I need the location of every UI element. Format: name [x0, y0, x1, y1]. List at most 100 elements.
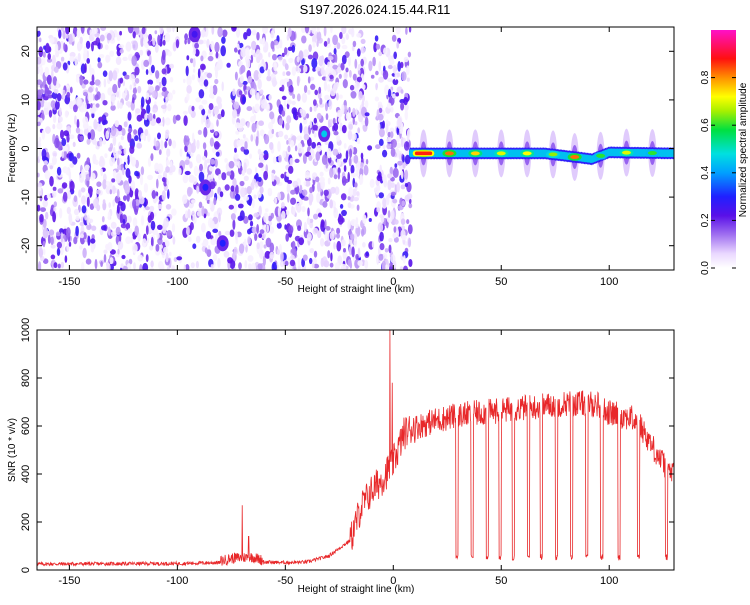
noise-speck: [76, 118, 80, 129]
noise-speck: [272, 156, 277, 164]
noise-speck: [224, 184, 230, 191]
noise-speck: [206, 38, 210, 48]
noise-speck: [212, 84, 218, 96]
noise-speck: [218, 212, 221, 223]
noise-speck: [89, 129, 96, 141]
noise-speck: [340, 62, 345, 71]
noise-speck: [117, 100, 120, 109]
noise-speck: [312, 227, 319, 235]
noise-speck: [243, 148, 250, 155]
noise-speck: [177, 167, 182, 176]
noise-speck: [309, 257, 313, 265]
noise-speck: [53, 262, 58, 269]
noise-speck: [333, 241, 336, 250]
noise-speck: [378, 253, 384, 261]
noise-speck: [348, 156, 352, 167]
noise-speck: [237, 203, 244, 209]
noise-speck: [106, 33, 112, 41]
noise-speck: [183, 115, 188, 126]
noise-speck: [38, 136, 42, 143]
noise-speck: [109, 249, 116, 255]
noise-speck: [251, 226, 257, 234]
noise-speck: [408, 237, 412, 248]
noise-speck: [244, 141, 248, 150]
noise-speck: [282, 71, 286, 76]
noise-speck: [308, 44, 312, 52]
noise-speck: [287, 257, 292, 263]
noise-speck: [246, 106, 253, 112]
noise-speck: [391, 34, 397, 42]
noise-speck: [128, 258, 133, 265]
noise-speck: [69, 180, 75, 192]
noise-speck: [184, 210, 189, 219]
noise-speck: [295, 203, 299, 211]
noise-speck: [316, 112, 322, 120]
noise-speck: [40, 207, 46, 213]
noise-speck: [403, 265, 408, 270]
noise-speck: [109, 189, 113, 195]
noise-speck: [287, 193, 290, 203]
noise-speck: [124, 74, 130, 80]
noise-speck: [327, 55, 334, 61]
spectrogram-xlabel: Height of straight line (km): [298, 284, 415, 295]
noise-speck: [90, 238, 96, 244]
noise-speck: [341, 44, 348, 50]
noise-speck: [132, 31, 136, 39]
y-tick-label: 800: [20, 369, 32, 387]
noise-speck: [246, 86, 251, 91]
noise-speck: [37, 30, 41, 37]
noise-speck: [73, 104, 78, 113]
noise-speck: [214, 158, 218, 168]
noise-speck: [399, 266, 404, 270]
noise-speck: [264, 250, 271, 259]
noise-speck: [235, 27, 241, 38]
noise-speck: [104, 153, 108, 159]
noise-speck: [133, 82, 137, 87]
noise-speck: [75, 127, 81, 134]
noise-speck: [155, 70, 160, 79]
noise-speck: [292, 109, 297, 120]
noise-speck: [208, 93, 214, 99]
noise-speck: [232, 219, 236, 231]
noise-speck: [190, 262, 195, 269]
noise-speck: [109, 156, 114, 167]
noise-speck: [299, 122, 303, 134]
noise-speck: [345, 67, 349, 73]
noise-speck: [251, 262, 256, 270]
noise-speck: [140, 132, 145, 140]
noise-speck: [39, 195, 43, 202]
noise-speck: [316, 144, 322, 152]
noise-speck: [52, 211, 56, 223]
noise-speck: [277, 141, 281, 152]
noise-speck: [390, 209, 395, 220]
noise-speck: [120, 223, 127, 229]
noise-speck: [353, 238, 358, 248]
noise-speck: [125, 101, 132, 107]
noise-speck: [228, 160, 235, 169]
snr-plot-area: [37, 330, 674, 570]
noise-speck: [239, 42, 244, 49]
noise-speck: [159, 244, 163, 249]
noise-speck: [313, 263, 320, 269]
noise-speck: [43, 258, 49, 265]
noise-speck: [277, 56, 283, 61]
noise-speck: [48, 109, 53, 118]
noise-speck: [121, 254, 126, 260]
noise-speck: [139, 264, 143, 270]
noise-speck: [284, 134, 289, 140]
noise-speck: [286, 71, 291, 76]
noise-speck: [239, 210, 245, 221]
noise-speck: [259, 154, 263, 160]
noise-speck: [172, 236, 176, 245]
noise-speck: [125, 222, 131, 230]
noise-speck: [116, 204, 120, 214]
noise-speck: [47, 101, 51, 113]
noise-speck: [131, 55, 137, 67]
noise-speck: [400, 184, 406, 190]
noise-speck: [243, 32, 248, 40]
noise-speck: [313, 250, 318, 258]
noise-speck: [316, 39, 319, 48]
noise-speck: [98, 54, 105, 59]
noise-speck: [76, 28, 81, 39]
noise-speck: [357, 260, 363, 267]
